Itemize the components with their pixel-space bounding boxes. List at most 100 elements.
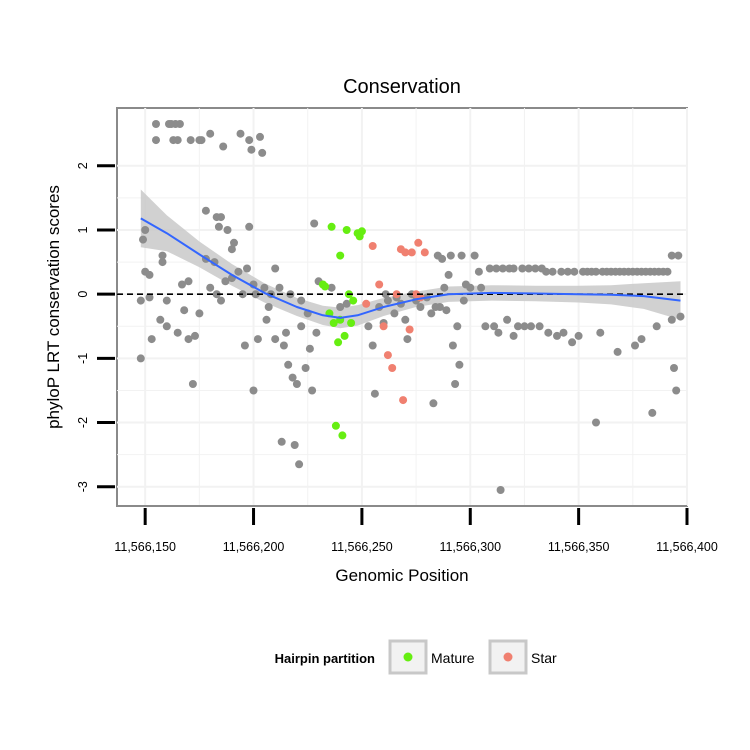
point-other: [444, 270, 453, 279]
point-other: [509, 331, 518, 340]
point-other: [648, 408, 657, 417]
point-other: [217, 213, 225, 222]
point-star: [383, 351, 392, 360]
y-tick-label: 0: [76, 291, 90, 298]
point-other: [364, 322, 373, 331]
point-other: [312, 328, 321, 337]
point-other: [195, 309, 204, 318]
point-other: [184, 335, 193, 344]
point-other: [559, 328, 568, 337]
point-mature: [327, 222, 336, 231]
point-star: [401, 248, 410, 257]
point-other: [535, 322, 544, 331]
point-other: [524, 264, 533, 273]
point-other: [470, 251, 479, 260]
point-mature: [349, 296, 358, 305]
x-axis: 11,566,150 11,566,200 11,566,250 11,566,300…: [114, 505, 718, 554]
point-other: [596, 328, 605, 337]
point-other: [481, 322, 490, 331]
point-mature: [329, 319, 338, 327]
point-other: [249, 386, 258, 395]
point-other: [336, 303, 345, 311]
point-other: [670, 364, 678, 372]
legend: Hairpin partition Mature Star: [275, 639, 557, 675]
point-star: [379, 322, 388, 331]
point-other: [175, 120, 184, 128]
point-other: [282, 328, 290, 337]
legend-key-mature: [388, 639, 428, 675]
point-other: [178, 280, 186, 289]
point-star: [392, 290, 401, 299]
point-other: [240, 341, 249, 350]
point-other: [136, 296, 145, 305]
point-other: [258, 148, 267, 157]
x-tick-label: 11,566,200: [223, 540, 285, 554]
point-other: [145, 270, 154, 279]
point-star: [368, 242, 377, 250]
legend-title: Hairpin partition: [275, 651, 375, 666]
point-other: [305, 344, 314, 353]
y-tick-label: -1: [76, 353, 90, 364]
point-other: [553, 331, 561, 340]
point-other: [162, 322, 171, 331]
point-other: [245, 136, 254, 145]
point-other: [401, 315, 410, 324]
point-other: [514, 322, 522, 331]
point-other: [327, 283, 336, 292]
point-other: [370, 389, 379, 398]
x-tick-label: 11,566,150: [114, 540, 176, 554]
point-other: [297, 296, 306, 305]
point-other: [197, 136, 206, 145]
point-other: [570, 267, 579, 276]
point-other: [503, 315, 512, 324]
legend-label-star: Star: [531, 650, 557, 666]
point-other: [466, 283, 475, 292]
point-other: [381, 290, 390, 299]
point-other: [440, 283, 449, 292]
point-other: [548, 267, 557, 276]
point-other: [212, 290, 221, 299]
point-other: [158, 251, 167, 260]
point-other: [136, 354, 145, 363]
legend-dot-mature: [403, 652, 413, 662]
point-other: [145, 293, 154, 302]
point-other: [435, 303, 444, 311]
point-other: [518, 264, 527, 273]
point-other: [663, 267, 672, 276]
x-tick-label: 11,566,400: [656, 540, 718, 554]
point-other: [247, 145, 256, 154]
point-other: [245, 222, 254, 231]
y-tick-label: 2: [76, 162, 90, 169]
y-tick-label: 1: [76, 226, 90, 233]
point-other: [290, 441, 299, 449]
point-other: [271, 335, 280, 344]
point-star: [407, 248, 416, 257]
point-other: [446, 251, 455, 260]
point-star: [388, 364, 397, 372]
point-other: [292, 380, 301, 388]
point-mature: [321, 282, 330, 291]
point-other: [271, 264, 280, 273]
point-other: [201, 206, 210, 215]
point-other: [191, 331, 199, 340]
point-other: [416, 303, 425, 311]
point-other: [180, 306, 189, 315]
point-star: [399, 396, 408, 405]
point-other: [219, 142, 228, 151]
point-other: [141, 226, 150, 234]
point-other: [284, 360, 293, 369]
point-other: [667, 251, 676, 260]
point-other: [243, 264, 251, 273]
point-other: [485, 264, 494, 273]
point-other: [275, 283, 284, 292]
y-axis-label: phyloP LRT conservation scores: [44, 185, 63, 429]
point-other: [277, 437, 286, 446]
point-other: [206, 129, 215, 138]
point-other: [490, 322, 499, 331]
point-other: [427, 309, 436, 318]
point-other: [492, 264, 501, 273]
point-mature: [347, 319, 356, 327]
point-other: [173, 328, 182, 337]
legend-dot-star: [503, 652, 513, 662]
point-star: [414, 238, 423, 247]
